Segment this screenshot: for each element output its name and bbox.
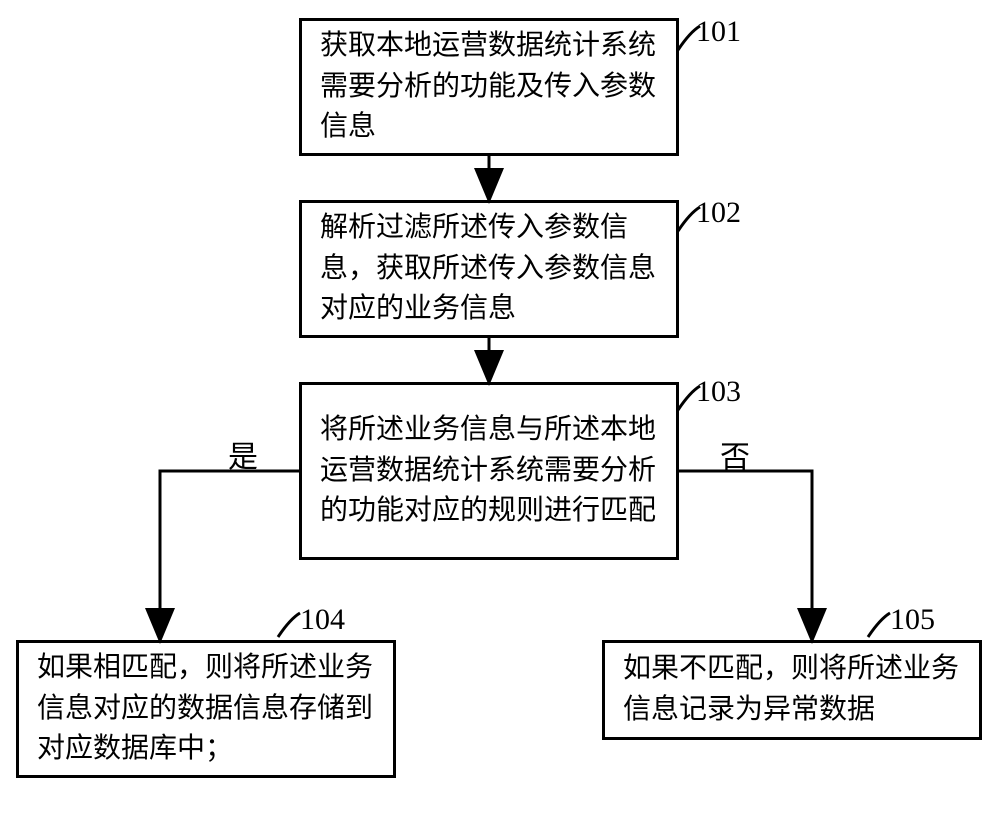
flow-node-103: 将所述业务信息与所述本地运营数据统计系统需要分析的功能对应的规则进行匹配 (299, 382, 679, 560)
edge-label-yes: 是 (228, 432, 258, 476)
node-text: 如果相匹配，则将所述业务信息对应的数据信息存储到对应数据库中； (37, 648, 375, 770)
node-number-104: 104 (300, 603, 345, 637)
node-text: 如果不匹配，则将所述业务信息记录为异常数据 (623, 649, 961, 730)
flow-node-102: 解析过滤所述传入参数信息，获取所述传入参数信息对应的业务信息 (299, 200, 679, 338)
node-text: 获取本地运营数据统计系统需要分析的功能及传入参数信息 (320, 26, 658, 148)
flow-node-101: 获取本地运营数据统计系统需要分析的功能及传入参数信息 (299, 18, 679, 156)
node-number-101: 101 (696, 15, 741, 49)
node-text: 将所述业务信息与所述本地运营数据统计系统需要分析的功能对应的规则进行匹配 (320, 410, 658, 532)
edge-103-105 (679, 471, 812, 638)
edge-103-104 (160, 471, 299, 638)
tick-105 (868, 613, 890, 637)
edge-label-no: 否 (720, 432, 750, 476)
node-text: 解析过滤所述传入参数信息，获取所述传入参数信息对应的业务信息 (320, 208, 658, 330)
flow-node-105: 如果不匹配，则将所述业务信息记录为异常数据 (602, 640, 982, 740)
flow-node-104: 如果相匹配，则将所述业务信息对应的数据信息存储到对应数据库中； (16, 640, 396, 778)
tick-104 (278, 613, 300, 637)
node-number-105: 105 (890, 603, 935, 637)
node-number-103: 103 (696, 375, 741, 409)
node-number-102: 102 (696, 196, 741, 230)
